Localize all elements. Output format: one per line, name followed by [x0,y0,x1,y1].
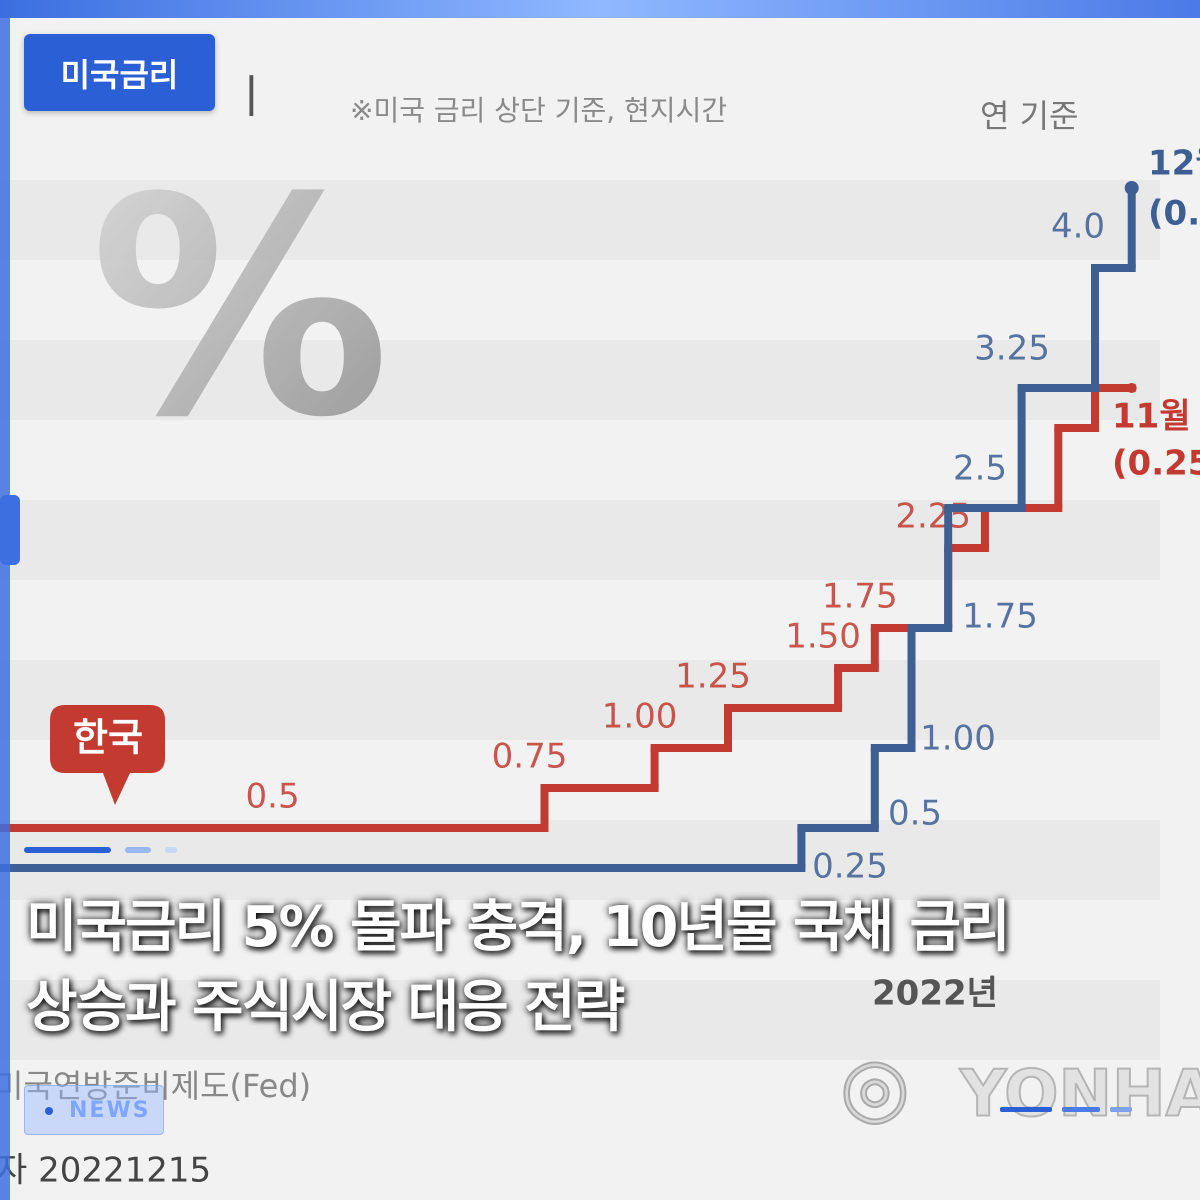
value-label: 1.00 [920,719,996,759]
headline-line: 상승과 주식시장 대응 전략 [26,975,625,1040]
headline: 미국금리 5% 돌파 충격, 10년물 국채 금리 상승과 주식시장 대응 전략 [26,888,1176,1048]
end-point [1124,181,1139,195]
percent-graphic: % [90,134,391,483]
left-bar [0,0,10,1200]
plot: 0.50.751.001.251.501.752.250.250.51.001.… [0,181,1139,887]
value-label: 2.5 [953,449,1007,489]
band [0,340,1160,420]
value-label: 2.25 [895,497,971,537]
unit-note: 연 기준 [980,97,1079,135]
callout-bubble [50,705,165,805]
value-label: 0.5 [888,794,942,834]
value-label: 3.25 [974,329,1050,369]
korea-label: 한국 [73,716,143,760]
value-label: 0.25 [812,847,888,887]
chart-subtitle: ※미국 금리 상단 기준, 현지시간 [350,94,727,127]
annotation: (0.5 [1148,194,1200,234]
pager-dot[interactable] [165,847,177,853]
value-label: 1.50 [785,617,861,657]
annotation: 11월 2 [1112,397,1200,437]
band [0,660,1160,740]
pager-dot[interactable] [125,847,151,853]
series: 0.250.51.001.752.53.254.0 [0,181,1139,887]
annotation: 12월 [1148,144,1200,184]
value-label: 4.0 [1051,207,1105,247]
x-axis-label: 2022년 [872,974,998,1014]
band [0,500,1160,580]
top-bar [0,0,1200,18]
watermark-logo: ◎ [840,1040,910,1133]
headline-line: 미국금리 5% 돌파 충격, 10년물 국채 금리 [26,895,1011,960]
news-tag: NEWS [24,1085,164,1135]
value-label: 0.5 [246,777,300,817]
end-point [1126,383,1137,393]
value-label: 1.75 [962,597,1038,637]
band [0,180,1160,260]
background-bands [0,180,1160,1060]
left-tab [0,495,20,565]
pager-active[interactable] [24,847,111,853]
progress [1062,1107,1100,1112]
annotation: (0.25 [1112,444,1200,484]
source: 자 20221215 [0,1151,211,1191]
value-label: 1.25 [675,657,751,697]
progress [1110,1107,1132,1112]
value-label: 1.00 [602,697,678,737]
watermark: YONHA [959,1058,1200,1132]
value-label: 1.75 [822,577,898,617]
series: 0.50.751.001.251.501.752.25 [0,383,1137,832]
legend-fed: 미국연방준비제도(Fed) [0,1067,311,1105]
band [0,980,1160,1060]
category-badge[interactable]: 미국금리 [24,34,215,111]
band [0,820,1160,900]
cropped-title: ㅣ [230,70,272,124]
progress [1000,1107,1052,1112]
value-label: 0.75 [492,737,568,777]
